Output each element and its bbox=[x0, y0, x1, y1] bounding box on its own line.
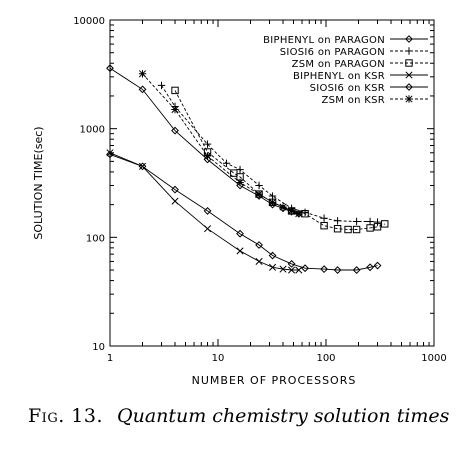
data-point bbox=[268, 198, 277, 207]
data-point bbox=[255, 241, 263, 249]
data-point bbox=[230, 169, 238, 177]
data-point bbox=[366, 224, 374, 232]
data-point bbox=[287, 207, 296, 215]
legend-label: SIOSI6 on KSR bbox=[310, 83, 385, 94]
caption-text: Quantum chemistry solution times bbox=[117, 405, 450, 427]
data-point bbox=[171, 197, 179, 205]
data-point bbox=[333, 266, 342, 274]
data-point bbox=[320, 221, 328, 230]
data-point bbox=[138, 85, 147, 94]
data-point bbox=[106, 149, 114, 157]
series-line bbox=[109, 67, 299, 215]
x-tick-label: 100 bbox=[316, 353, 335, 364]
data-point bbox=[203, 140, 212, 148]
data-point bbox=[301, 208, 309, 216]
data-point bbox=[352, 225, 361, 234]
data-point bbox=[203, 225, 212, 233]
legend-marker bbox=[405, 95, 413, 103]
data-point bbox=[373, 223, 382, 231]
data-point bbox=[236, 178, 244, 187]
data-point bbox=[171, 185, 179, 194]
data-point bbox=[373, 218, 382, 226]
x-tick-label: 1000 bbox=[421, 353, 446, 364]
legend-marker bbox=[405, 83, 413, 91]
data-point bbox=[203, 152, 212, 160]
data-point bbox=[344, 225, 352, 234]
data-point bbox=[366, 217, 374, 226]
data-point bbox=[171, 86, 179, 95]
data-point bbox=[352, 217, 361, 226]
series-line bbox=[174, 90, 385, 230]
data-point bbox=[333, 225, 342, 233]
y-axis-label: SOLUTION TIME(sec) bbox=[32, 126, 45, 239]
data-point bbox=[255, 181, 263, 190]
legend-label: BIPHENYL on KSR bbox=[293, 71, 385, 82]
data-point bbox=[255, 190, 263, 198]
x-tick-label: 10 bbox=[212, 353, 225, 364]
data-point bbox=[333, 217, 342, 225]
series-line bbox=[109, 152, 299, 271]
data-point bbox=[138, 70, 147, 78]
figure-caption: Fig. 13. Quantum chemistry solution times bbox=[28, 405, 468, 427]
data-point bbox=[106, 64, 114, 73]
series-layer bbox=[106, 64, 389, 274]
x-tick-label: 1 bbox=[107, 353, 113, 364]
data-point bbox=[366, 263, 374, 272]
data-point bbox=[279, 265, 287, 273]
caption-label: Fig. 13. bbox=[28, 405, 103, 427]
data-point bbox=[236, 229, 244, 238]
data-point bbox=[236, 165, 244, 174]
legend-label: ZSM on KSR bbox=[322, 95, 386, 106]
data-point bbox=[255, 257, 263, 265]
y-tick-label: 100 bbox=[86, 233, 105, 244]
y-tick-label: 10 bbox=[92, 342, 105, 353]
data-point bbox=[320, 214, 328, 222]
legend-marker bbox=[405, 59, 413, 67]
data-point bbox=[268, 251, 277, 260]
legend-label: SIOSI6 on PARAGON bbox=[280, 47, 385, 58]
data-point bbox=[222, 159, 231, 168]
y-tick-label: 10000 bbox=[73, 16, 105, 27]
series-line bbox=[142, 73, 299, 215]
series-1 bbox=[106, 150, 382, 274]
data-point bbox=[373, 261, 382, 270]
data-point bbox=[320, 265, 328, 274]
legend-label: ZSM on PARAGON bbox=[292, 59, 385, 70]
y-tick-label: 1000 bbox=[80, 125, 105, 136]
data-point bbox=[381, 220, 389, 228]
data-point bbox=[352, 266, 361, 274]
data-point bbox=[301, 264, 309, 273]
legend-label: BIPHENYL on PARAGON bbox=[263, 35, 385, 46]
data-point bbox=[295, 210, 303, 218]
data-point bbox=[138, 162, 147, 170]
data-point bbox=[287, 259, 296, 268]
plot-area bbox=[109, 19, 435, 347]
data-point bbox=[269, 263, 277, 271]
data-point bbox=[236, 247, 244, 255]
data-point bbox=[171, 126, 179, 135]
legend-marker bbox=[405, 71, 413, 79]
data-point bbox=[279, 203, 287, 211]
series-6 bbox=[138, 70, 303, 218]
data-point bbox=[288, 266, 296, 274]
data-point bbox=[268, 192, 277, 200]
legend-marker bbox=[405, 47, 413, 55]
data-point bbox=[157, 81, 166, 90]
series-4 bbox=[106, 149, 303, 274]
legend-marker bbox=[405, 35, 413, 43]
data-point bbox=[203, 207, 212, 215]
data-point bbox=[295, 266, 303, 274]
data-point bbox=[171, 105, 179, 114]
x-axis-label: NUMBER OF PROCESSORS bbox=[192, 374, 357, 387]
